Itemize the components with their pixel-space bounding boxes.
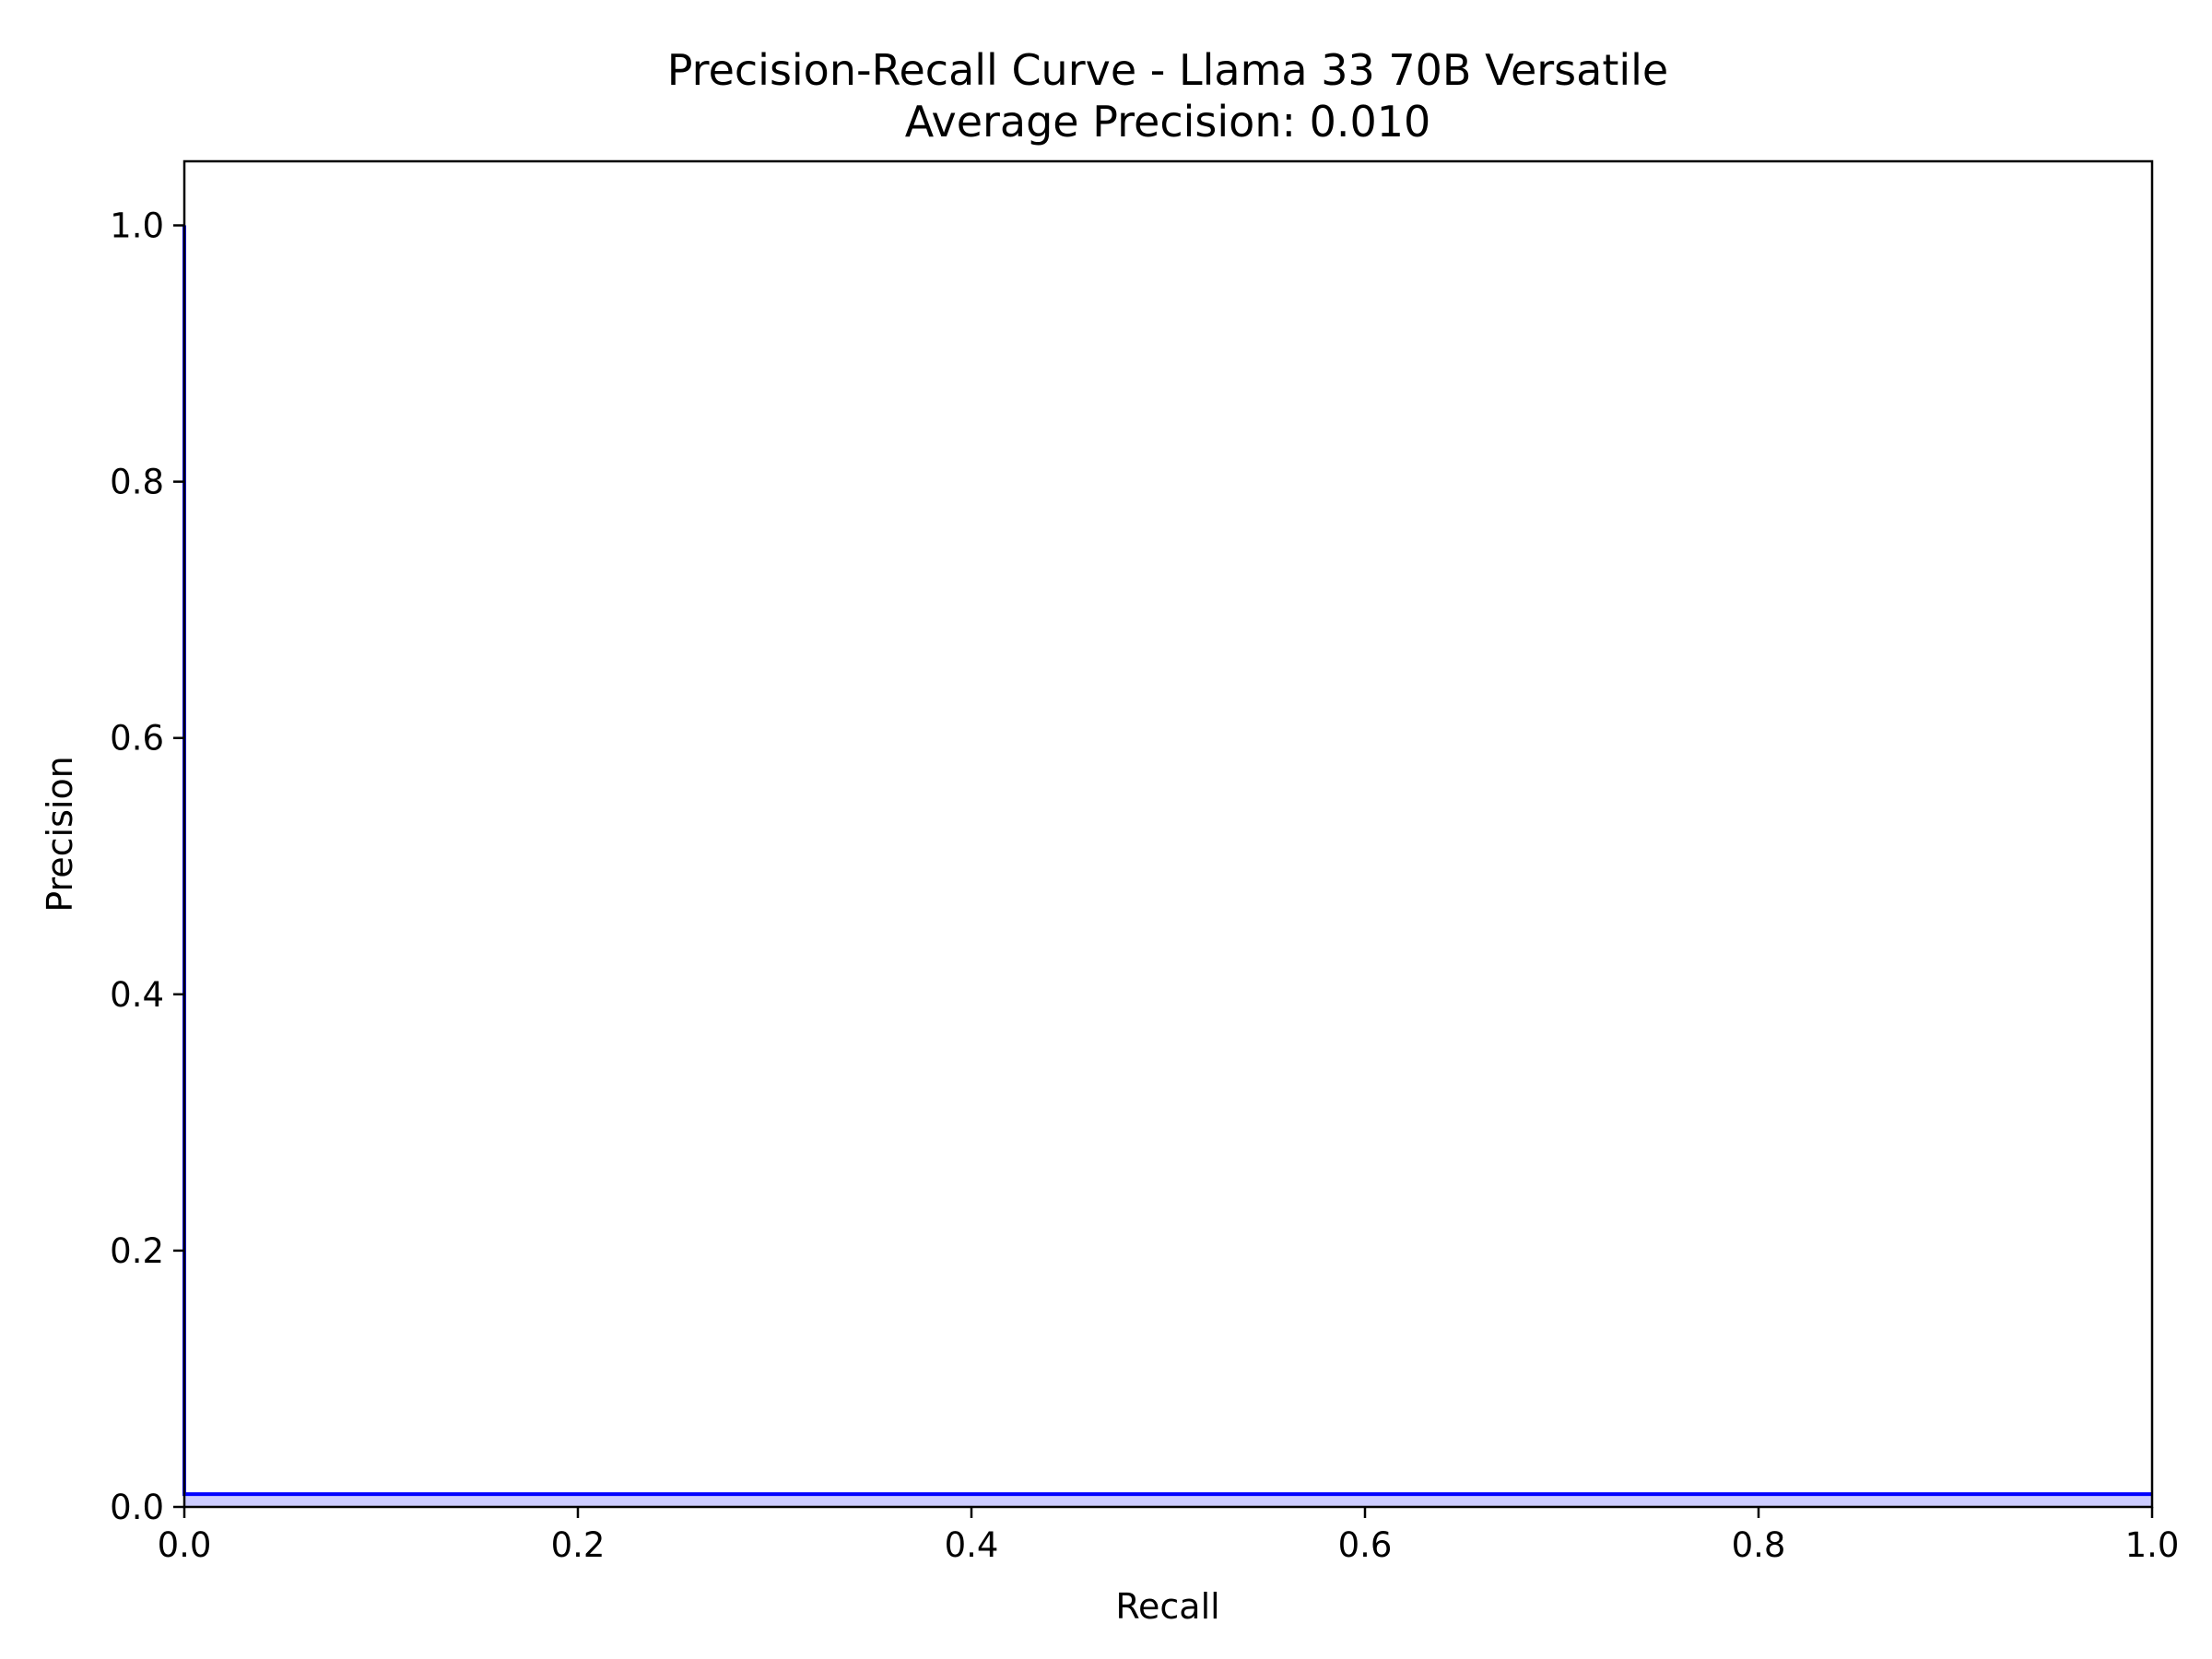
x-tick-label-4: 0.8 — [1732, 1525, 1786, 1565]
chart-subtitle: Average Precision: 0.010 — [905, 97, 1431, 147]
x-tick-label-3: 0.6 — [1338, 1525, 1393, 1565]
x-tick-label-2: 0.4 — [945, 1525, 999, 1565]
y-tick-label-4: 0.8 — [110, 463, 164, 502]
x-tick-label-1: 0.2 — [551, 1525, 606, 1565]
x-axis-label: Recall — [1115, 1586, 1219, 1627]
y-tick-label-3: 0.6 — [110, 719, 164, 759]
x-tick-label-5: 1.0 — [2125, 1525, 2180, 1565]
axis-ticks: 0.0 0.2 0.4 0.6 0.8 1.0 0.0 0.2 0.4 0.6 0.8 1.0 — [110, 206, 2179, 1565]
y-tick-label-0: 0.0 — [110, 1488, 164, 1527]
axes-frame — [182, 159, 2154, 1509]
chart-title: Precision-Recall Curve - Llama 33 70B Ve… — [667, 45, 1669, 95]
y-tick-label-5: 1.0 — [110, 206, 164, 246]
y-tick-label-1: 0.2 — [110, 1231, 164, 1271]
y-axis-label: Precision — [40, 756, 80, 912]
y-tick-label-2: 0.4 — [110, 975, 164, 1015]
x-tick-label-0: 0.0 — [158, 1525, 212, 1565]
